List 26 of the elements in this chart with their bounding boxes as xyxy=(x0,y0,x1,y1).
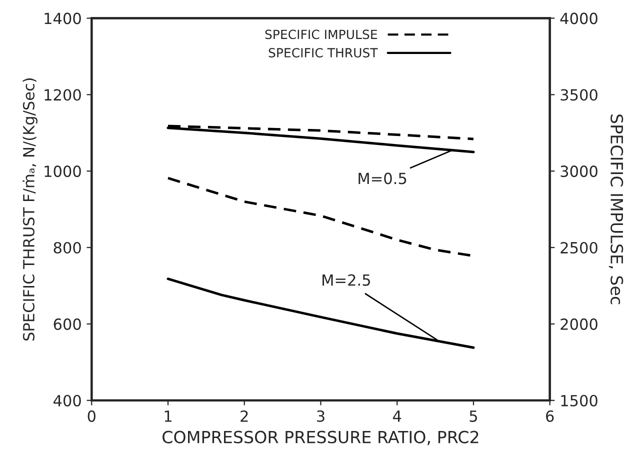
legend-label: SPECIFIC THRUST xyxy=(268,48,378,58)
y2-tick-label: 2000 xyxy=(560,318,598,330)
x-tick-label: 3 xyxy=(317,410,324,422)
annotation: M=0.5 xyxy=(358,172,406,184)
x-tick-label: 4 xyxy=(392,410,402,422)
y2-tick-label: 3500 xyxy=(560,89,598,101)
x-tick-label: 5 xyxy=(470,410,477,422)
x-tick-label: 1 xyxy=(164,410,172,422)
y2-tick-label: 3000 xyxy=(560,166,598,178)
x-tick-label: 6 xyxy=(546,410,554,422)
y-tick-label: 800 xyxy=(54,242,81,254)
x-tick-label: 0 xyxy=(88,410,96,422)
y-tick-label: 1000 xyxy=(44,166,81,178)
y-tick-label: 1200 xyxy=(44,89,81,101)
legend-label: SPECIFIC IMPULSE xyxy=(265,30,377,40)
y2-tick-label: 2500 xyxy=(560,242,598,254)
y2-axis-title: SPECIFIC IMPULSE, Sec xyxy=(608,114,624,304)
y2-tick-label: 4000 xyxy=(560,12,598,24)
y-tick-label: 1400 xyxy=(44,12,81,24)
y2-tick-label: 1500 xyxy=(561,394,598,406)
y-axis-title: SPECIFIC THRUST F/ṁₐ, N/(Kg/Sec) xyxy=(22,78,38,341)
x-tick-label: 2 xyxy=(240,410,248,422)
annotation: M=2.5 xyxy=(322,274,370,286)
y-tick-label: 400 xyxy=(54,394,81,406)
x-axis-title: COMPRESSOR PRESSURE RATIO, PRC2 xyxy=(162,430,478,446)
y-tick-label: 600 xyxy=(54,318,81,330)
